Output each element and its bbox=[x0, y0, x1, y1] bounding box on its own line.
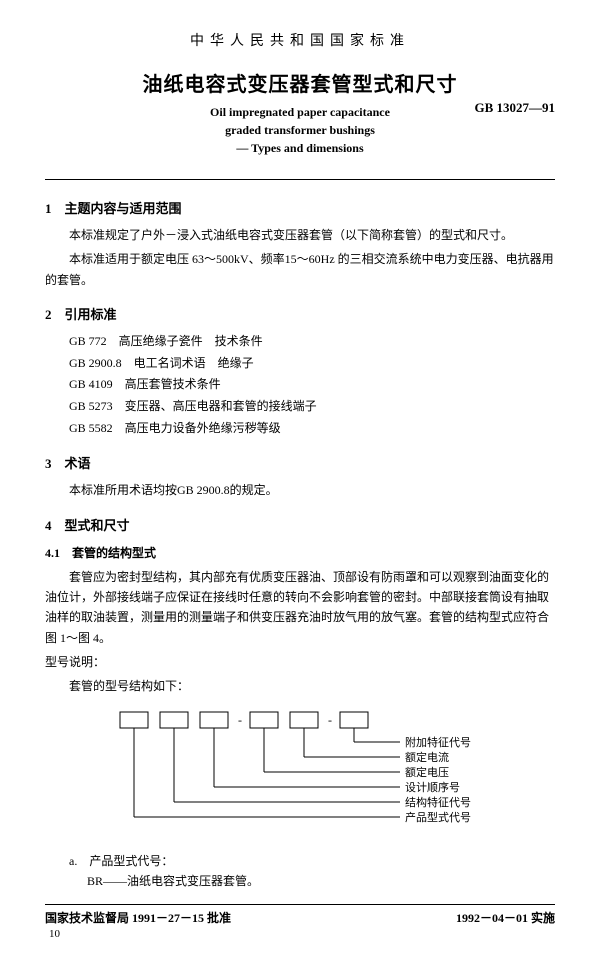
ref-item: GB 4109 高压套管技术条件 bbox=[69, 374, 555, 396]
section-4-1-head: 4.1 套管的结构型式 bbox=[45, 544, 555, 561]
section-3-head: 3 术语 bbox=[45, 453, 555, 472]
reference-list: GB 772 高压绝缘子瓷件 技术条件 GB 2900.8 电工名词术语 绝缘子… bbox=[69, 331, 555, 439]
footer-right: 1992－04－01 实施 bbox=[456, 909, 555, 926]
footer-left: 国家技术监督局 1991－27－15 批准 bbox=[45, 909, 231, 926]
section-3-p1: 本标准所用术语均按GB 2900.8的规定。 bbox=[45, 480, 555, 500]
sub-a-line: BR——油纸电容式变压器套管。 bbox=[87, 871, 555, 891]
section-2-head: 2 引用标准 bbox=[45, 304, 555, 323]
ref-item: GB 5273 变压器、高压电器和套管的接线端子 bbox=[69, 396, 555, 418]
ref-item: GB 5582 高压电力设备外绝缘污秽等级 bbox=[69, 418, 555, 440]
diagram-label-5: 结构特征代号 bbox=[405, 795, 471, 809]
section-4-1-p2: 型号说明： bbox=[45, 652, 555, 672]
diagram-label-6: 产品型式代号 bbox=[405, 810, 471, 824]
section-4-1-p1: 套管应为密封型结构，其内部充有优质变压器油、顶部设有防雨罩和可以观察到油面变化的… bbox=[45, 567, 555, 649]
section-1-p2: 本标准适用于额定电压 63～500kV、频率15～60Hz 的三相交流系统中电力… bbox=[45, 249, 555, 290]
title-block: 油纸电容式变压器套管型式和尺寸 GB 13027—91 Oil impregna… bbox=[45, 68, 555, 157]
ref-item: GB 772 高压绝缘子瓷件 技术条件 bbox=[69, 331, 555, 353]
footer-row: 国家技术监督局 1991－27－15 批准 1992－04－01 实施 bbox=[45, 904, 555, 926]
model-structure-diagram: - - 附加特征代号 额定电流 额定电压 设计顺序号 结构特征代号 bbox=[110, 707, 490, 837]
title-en-line1: Oil impregnated paper capacitance bbox=[210, 105, 390, 119]
diagram-label-1: 附加特征代号 bbox=[405, 735, 471, 749]
svg-text:-: - bbox=[328, 713, 332, 727]
title-main: 油纸电容式变压器套管型式和尺寸 bbox=[45, 68, 555, 97]
sub-a-head: a. 产品型式代号： bbox=[69, 851, 555, 871]
ref-item: GB 2900.8 电工名词术语 绝缘子 bbox=[69, 353, 555, 375]
section-4-1-p3: 套管的型号结构如下： bbox=[45, 676, 555, 696]
header-org: 中华人民共和国国家标准 bbox=[45, 30, 555, 50]
title-en-line3: — Types and dimensions bbox=[236, 141, 363, 155]
diagram-label-3: 额定电压 bbox=[405, 765, 449, 779]
title-en-line2: graded transformer bushings bbox=[225, 123, 375, 137]
standard-number: GB 13027—91 bbox=[474, 100, 555, 116]
svg-text:-: - bbox=[238, 713, 242, 727]
section-1-p1: 本标准规定了户外－浸入式油纸电容式变压器套管（以下简称套管）的型式和尺寸。 bbox=[45, 225, 555, 245]
section-4-head: 4 型式和尺寸 bbox=[45, 515, 555, 534]
diagram-label-4: 设计顺序号 bbox=[405, 780, 460, 794]
section-1-head: 1 主题内容与适用范围 bbox=[45, 198, 555, 217]
diagram-label-2: 额定电流 bbox=[405, 750, 449, 764]
divider-line bbox=[45, 179, 555, 180]
page-number: 10 bbox=[49, 928, 555, 940]
